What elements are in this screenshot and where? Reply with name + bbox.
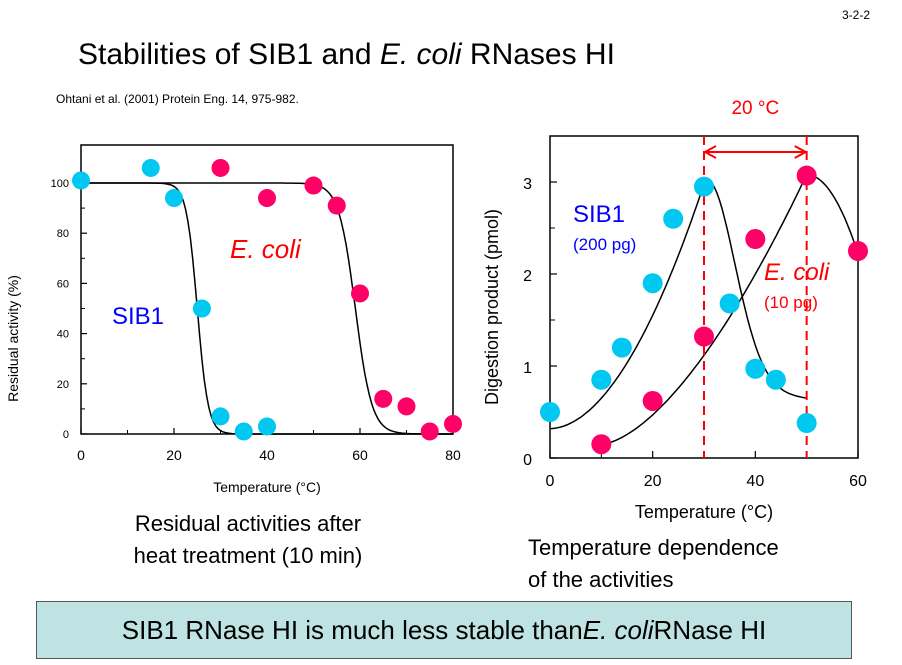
y-tick-label: 40 — [57, 329, 69, 341]
x-tick-label: 0 — [546, 473, 555, 490]
sib1-data-point — [591, 369, 612, 390]
sib1-data-point — [642, 273, 663, 294]
ecoli-data-point — [397, 397, 416, 416]
caption-temperature-dependence: Temperature dependence of the activities — [528, 532, 779, 596]
sib1-data-point — [745, 358, 766, 379]
slide-number: 3-2-2 — [842, 8, 871, 22]
y-tick-label: 2 — [523, 268, 532, 285]
slide-title: Stabilities of SIB1 and E. coli RNases H… — [78, 38, 615, 72]
sib1-data-point — [165, 189, 183, 208]
ecoli-data-point — [211, 158, 230, 177]
arrow-right-icon — [794, 145, 808, 159]
sib1-data-point — [796, 413, 817, 434]
x-tick-label: 60 — [849, 473, 867, 490]
delta-temperature-label: 20 °C — [731, 98, 779, 119]
ecoli-data-point — [258, 189, 276, 208]
sib1-data-point — [72, 171, 90, 190]
fit-curve-ecoli — [81, 182, 453, 435]
ecoli-data-point — [848, 241, 868, 261]
ecoli-data-point — [374, 389, 393, 408]
conclusion-text: SIB1 RNase HI is much less stable than — [121, 614, 583, 645]
ecoli-data-point — [351, 284, 369, 303]
sib1-label: SIB1 — [112, 303, 164, 330]
sib1-data-point — [211, 407, 230, 426]
x-axis-label: Temperature (°C) — [213, 479, 321, 495]
ecoli-data-point — [642, 390, 663, 411]
sib1-data-point — [694, 176, 714, 197]
conclusion-italic: E. coli — [582, 614, 654, 645]
ecoli-amount-label: (10 pg) — [764, 293, 818, 312]
y-tick-label: 1 — [523, 360, 532, 377]
caption-line: Temperature dependence — [528, 535, 779, 560]
ecoli-data-point — [304, 176, 323, 195]
x-tick-label: 0 — [77, 447, 85, 463]
sib1-data-point — [540, 402, 560, 422]
residual-activity-chart: 0 20 40 60 80 100 0 20 40 60 80 Temperature (°C) Res… — [5, 144, 462, 495]
caption-line: heat treatment (10 min) — [133, 543, 363, 568]
x-tick-label: 80 — [445, 447, 461, 463]
x-tick-label: 20 — [644, 473, 662, 490]
ecoli-label: E. coli — [230, 234, 302, 264]
ecoli-data-point — [420, 422, 439, 441]
conclusion-box: SIB1 RNase HI is much less stable than E… — [36, 601, 852, 659]
sib1-data-point — [663, 208, 684, 229]
y-tick-label: 80 — [57, 228, 69, 240]
sib1-data-point — [611, 337, 632, 358]
ecoli-data-point — [327, 196, 346, 215]
plot-frame — [80, 144, 454, 435]
y-tick-label: 100 — [51, 178, 69, 190]
y-tick-label: 0 — [63, 429, 69, 441]
sib1-amount-label: (200 pg) — [573, 235, 636, 254]
ecoli-data-point — [694, 326, 714, 347]
y-axis-label: Residual activity (%) — [5, 275, 21, 402]
y-axis-label: Digestion product (pmol) — [482, 209, 502, 405]
ecoli-label: E. coli — [764, 259, 830, 286]
sib1-data-point — [719, 293, 740, 314]
conclusion-text-end: RNase HI — [653, 614, 767, 645]
title-italic: E. coli — [379, 38, 462, 71]
temperature-dependence-chart: 0 1 2 3 0 20 40 60 Temperature (°C) Digestion pro… — [482, 98, 868, 522]
sib1-data-point — [765, 369, 786, 390]
caption-line: Residual activities after — [134, 511, 362, 536]
ecoli-data-point — [444, 414, 462, 433]
title-text: Stabilities of SIB1 and — [78, 38, 380, 71]
y-tick-label: 60 — [57, 278, 69, 290]
y-tick-label: 3 — [523, 176, 532, 193]
citation: Ohtani et al. (2001) Protein Eng. 14, 97… — [56, 92, 299, 106]
x-tick-label: 40 — [746, 473, 764, 490]
sib1-data-point — [141, 158, 160, 177]
sib1-label: SIB1 — [573, 201, 625, 228]
ecoli-data-point — [796, 165, 817, 186]
x-axis-label: Temperature (°C) — [635, 502, 773, 522]
y-tick-label: 0 — [523, 452, 532, 469]
sib1-data-point — [234, 422, 253, 441]
ecoli-data-point — [591, 434, 612, 455]
arrow-left-icon — [702, 145, 717, 159]
x-tick-label: 60 — [352, 447, 368, 463]
y-tick-label: 20 — [57, 379, 69, 391]
x-tick-label: 20 — [166, 447, 182, 463]
ecoli-data-point — [745, 229, 766, 250]
title-text-end: RNases HI — [461, 38, 615, 71]
sib1-data-point — [258, 417, 276, 436]
sib1-data-point — [192, 299, 211, 318]
caption-residual-activities: Residual activities after heat treatment… — [88, 508, 408, 572]
x-tick-label: 40 — [259, 447, 275, 463]
caption-line: of the activities — [528, 567, 674, 592]
